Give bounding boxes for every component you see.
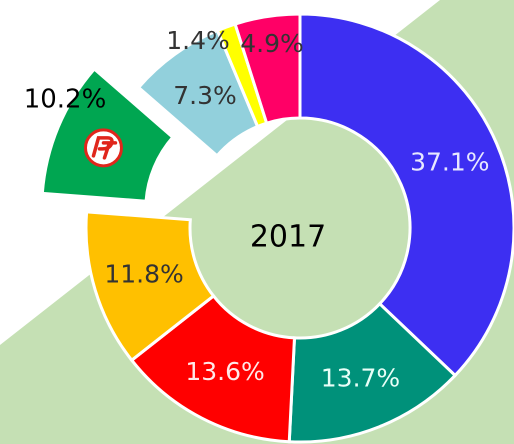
- data-label: 11.8%: [104, 259, 183, 288]
- data-label: 1.4%: [166, 26, 230, 55]
- data-label: 13.7%: [321, 363, 400, 392]
- slice: [298, 12, 514, 378]
- data-label: 4.9%: [240, 29, 304, 58]
- chart-title: 2017: [250, 220, 326, 255]
- data-label: 7.3%: [173, 81, 237, 110]
- slice: [287, 301, 458, 444]
- slice: [129, 293, 297, 444]
- data-label: 13.6%: [185, 357, 264, 386]
- logo-mark: [91, 136, 118, 160]
- slices: [40, 12, 514, 444]
- logo: [83, 128, 123, 168]
- slice: [84, 210, 216, 363]
- slice: [233, 12, 302, 126]
- data-label: 10.2%: [24, 85, 107, 115]
- data-label: 37.1%: [410, 148, 489, 177]
